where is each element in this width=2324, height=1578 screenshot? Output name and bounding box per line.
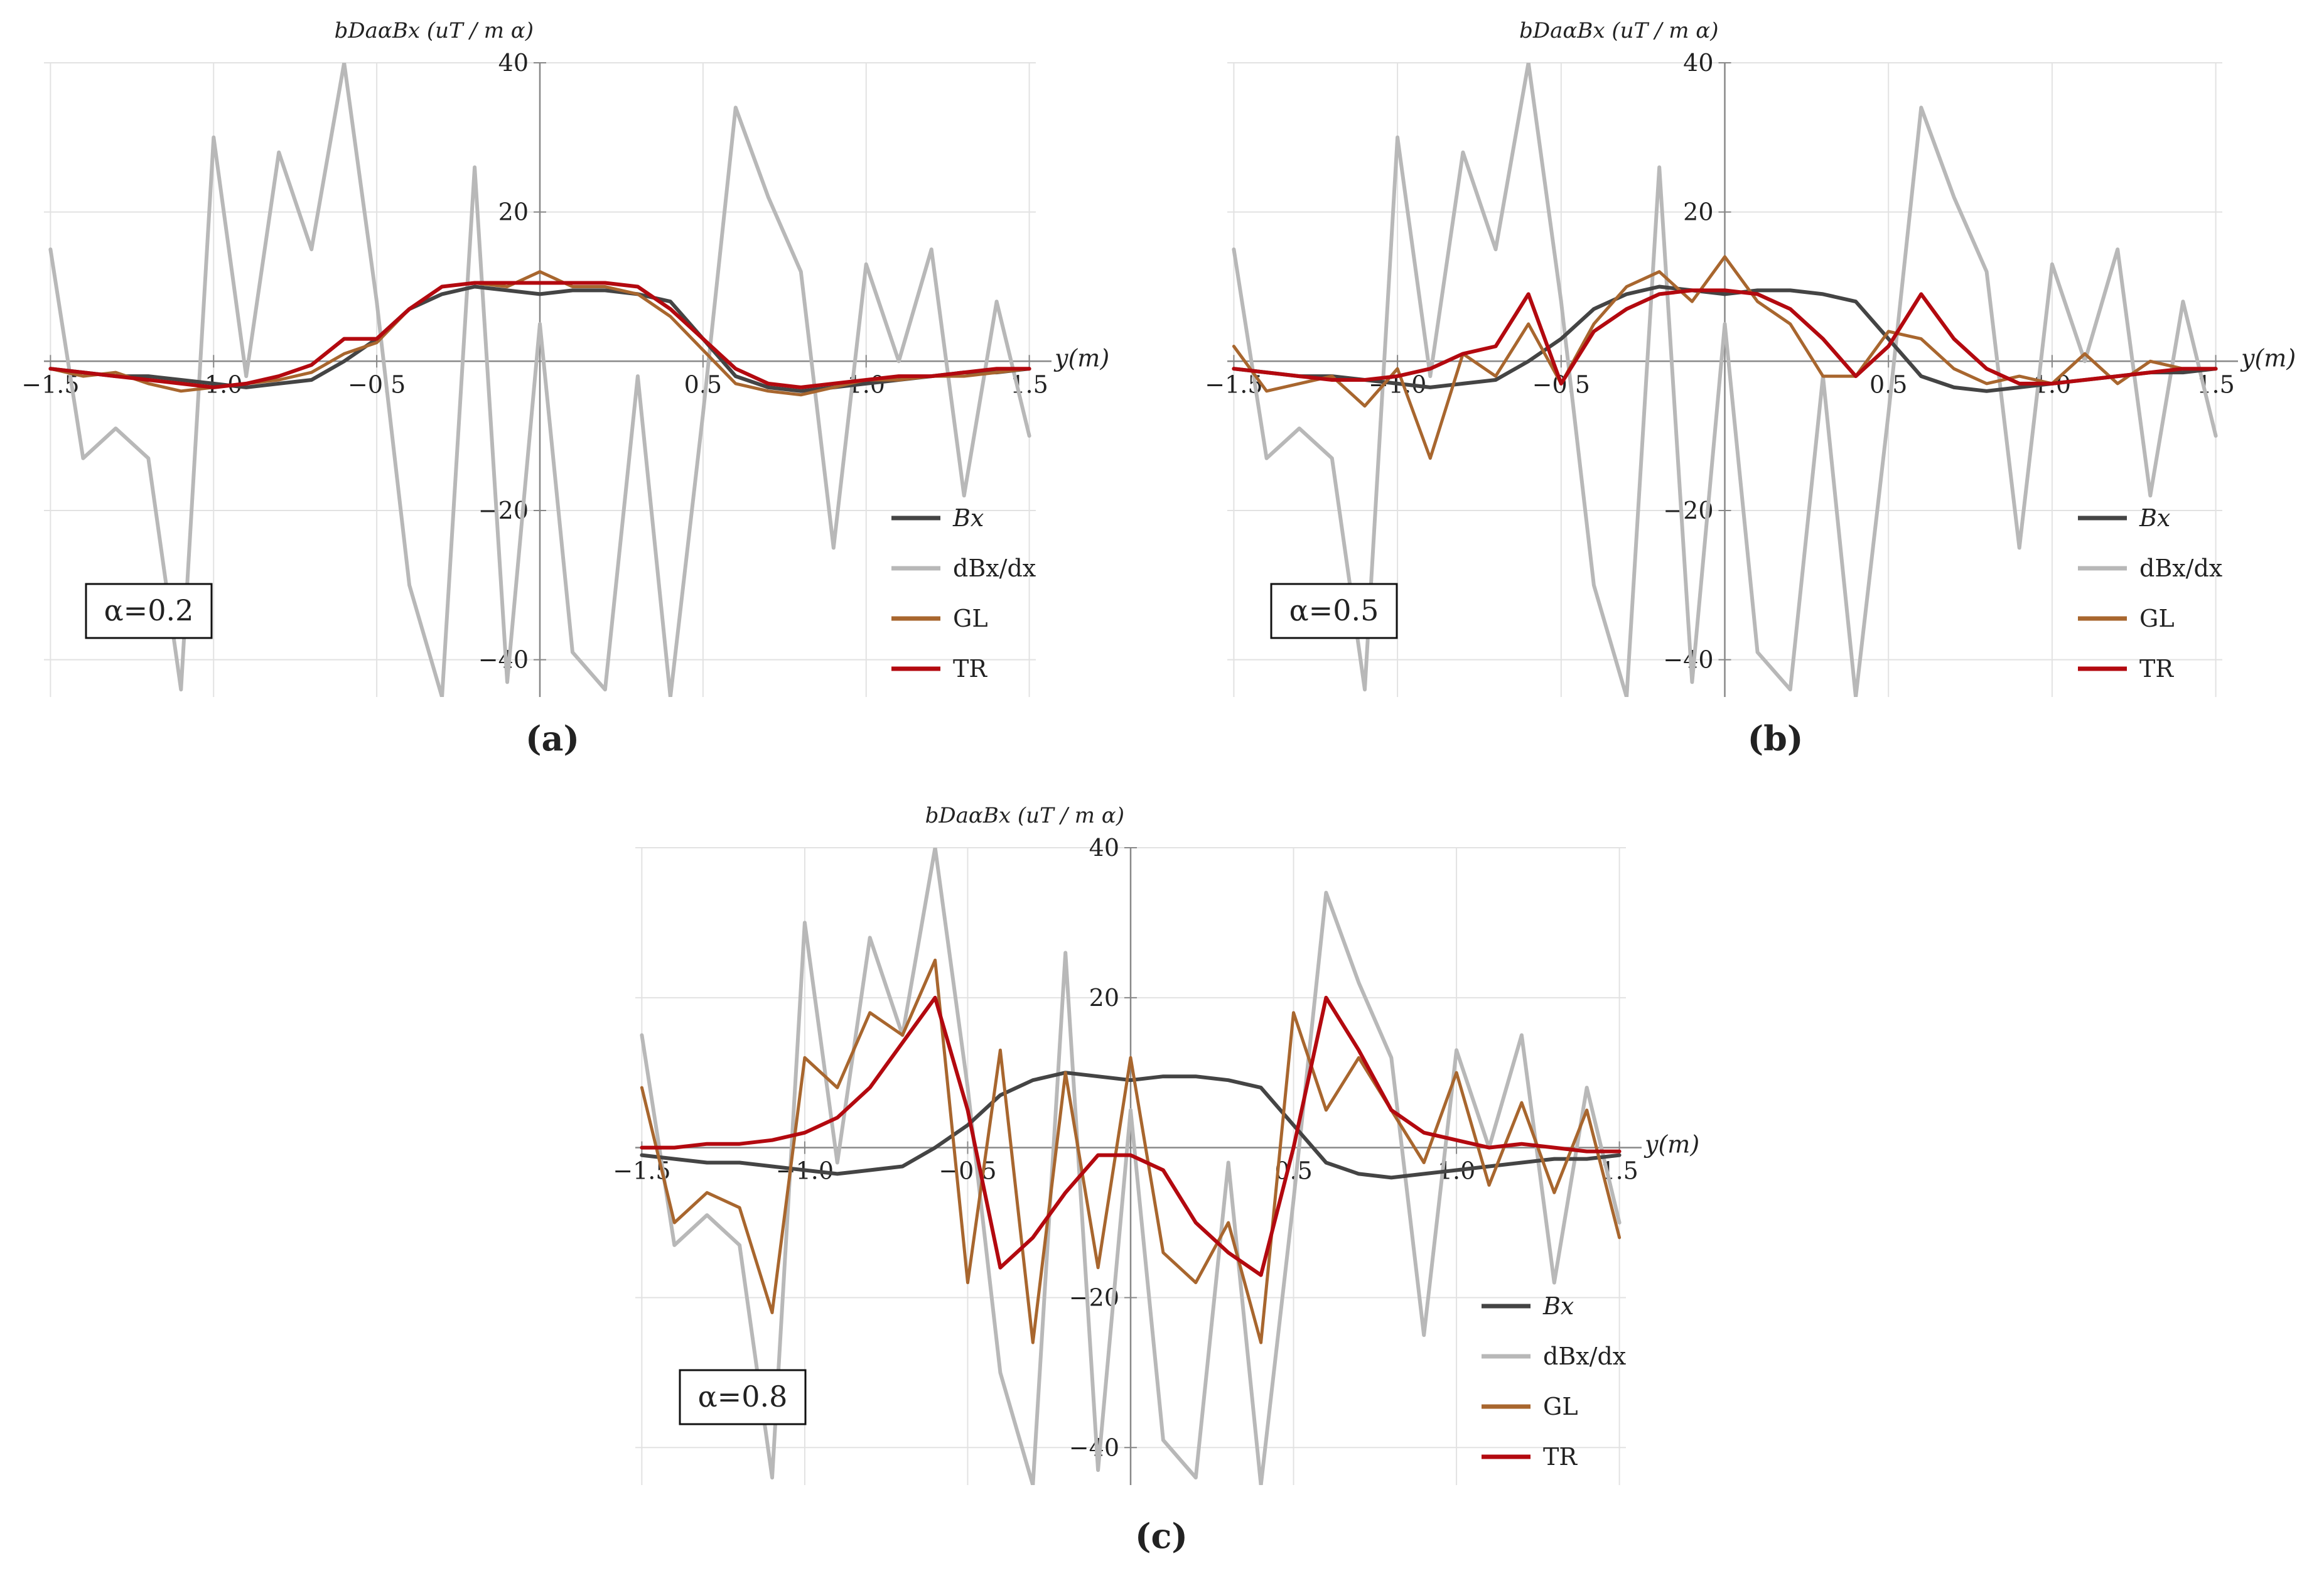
y-axis-label: bDaαBx (uT / m α) <box>925 803 1124 828</box>
legend-label: Bx <box>1542 1292 1574 1320</box>
legend-label: Bx <box>952 504 984 532</box>
y-tick-label: 20 <box>1089 984 1119 1012</box>
y-axis-label: bDaαBx (uT / m α) <box>335 18 534 43</box>
y-tick-label: 40 <box>498 49 529 77</box>
series-line-gl <box>640 958 1622 1344</box>
legend-label: GL <box>2139 605 2175 632</box>
panel-caption: (a) <box>525 718 579 759</box>
series-line-tr <box>640 995 1622 1277</box>
y-tick-label: 20 <box>498 198 529 226</box>
alpha-label: α=0.8 <box>698 1380 788 1413</box>
legend-label: GL <box>1543 1393 1578 1420</box>
y-tick-label: 40 <box>1089 834 1119 862</box>
alpha-label: α=0.5 <box>1289 593 1379 627</box>
legend: Bx dBx/dx GL TR <box>891 504 1036 683</box>
series-line-tr <box>1232 288 2218 386</box>
series-line-dbxdx <box>48 63 1031 697</box>
legend-label: dBx/dx <box>1543 1343 1626 1370</box>
panel-caption: (b) <box>1748 718 1804 759</box>
x-axis-label: y(m) <box>1053 344 1109 372</box>
legend-label: TR <box>1543 1443 1578 1471</box>
x-tick-label: 0.5 <box>684 370 722 398</box>
y-tick-label: −40 <box>1069 1434 1119 1461</box>
legend-label: Bx <box>2139 504 2170 532</box>
series-group <box>640 848 1622 1485</box>
alpha-label: α=0.2 <box>104 593 194 627</box>
x-tick-label: −0.5 <box>939 1157 996 1185</box>
series-line-dbxdx <box>640 848 1622 1485</box>
legend-label: GL <box>953 605 988 632</box>
y-axis-label: bDaαBx (uT / m α) <box>1519 18 1718 43</box>
series-group <box>48 63 1031 697</box>
series-line-bx <box>640 1071 1622 1180</box>
series-line-dbxdx <box>1232 63 2218 697</box>
legend-label: TR <box>953 655 987 683</box>
alpha-box <box>85 583 213 639</box>
legend-label: dBx/dx <box>953 554 1036 582</box>
legend: Bx dBx/dx GL TR <box>2078 504 2222 683</box>
legend: Bx dBx/dx GL TR <box>1482 1292 1626 1471</box>
alpha-box <box>679 1369 807 1425</box>
x-axis-label: y(m) <box>1643 1131 1699 1159</box>
x-tick-label: −0.5 <box>348 370 406 398</box>
x-tick-label: 0.5 <box>1274 1157 1312 1185</box>
x-axis-label: y(m) <box>2240 344 2296 372</box>
x-tick-label: 0.5 <box>1869 370 1907 398</box>
series-line-tr <box>48 281 1031 389</box>
legend-label: TR <box>2139 655 2174 683</box>
y-tick-label: 20 <box>1683 198 1713 226</box>
series-line-bx <box>48 284 1031 393</box>
legend-label: dBx/dx <box>2139 554 2222 582</box>
panel-caption: (c) <box>1135 1516 1188 1556</box>
alpha-box <box>1270 583 1398 639</box>
series-group <box>1232 63 2218 697</box>
y-tick-label: 40 <box>1683 49 1713 77</box>
